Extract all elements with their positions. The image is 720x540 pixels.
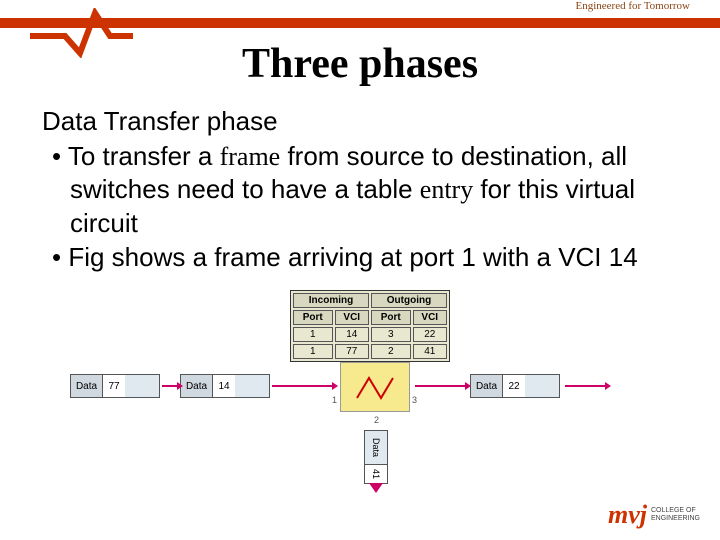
switch-cross-icon [355,372,395,402]
slide-title: Three phases [0,40,720,88]
frame-right: Data 22 [470,374,560,398]
port-2-label: 2 [374,415,379,425]
switch-diagram: Incoming Outgoing Port VCI Port VCI 1 14… [70,290,630,490]
arrow-icon [565,385,605,387]
table-row: 1 77 2 41 [293,344,447,359]
table-row: 1 14 3 22 [293,327,447,342]
port-3-label: 3 [412,395,417,405]
port-1-label: 1 [332,395,337,405]
th-vci-out: VCI [413,310,448,325]
th-port-out: Port [371,310,411,325]
frame-down: Data 41 [364,430,388,484]
tagline: Engineered for Tomorrow [576,0,691,12]
mvj-text: COLLEGE OF ENGINEERING [651,507,700,522]
bullet1-part-a: To transfer a [68,141,220,171]
content-area: Data Transfer phase • To transfer a fram… [42,105,678,274]
bullet-1: • To transfer a frame from source to des… [42,140,678,240]
th-port-in: Port [293,310,333,325]
arrow-icon [162,385,177,387]
frame-left-2: Data 14 [180,374,270,398]
bullet2-text: Fig shows a frame arriving at port 1 wit… [68,242,637,272]
bullet1-frame: frame [220,142,281,171]
arrow-icon [415,385,465,387]
arrow-down-icon [369,483,383,495]
bullet1-entry: entry [420,175,473,204]
th-incoming: Incoming [293,293,369,308]
frame-left-1: Data 77 [70,374,160,398]
footer-logo: mvj COLLEGE OF ENGINEERING [608,500,700,530]
th-outgoing: Outgoing [371,293,447,308]
mvj-mark: mvj [608,500,647,530]
th-vci-in: VCI [335,310,369,325]
subtitle: Data Transfer phase [42,105,678,138]
switching-table: Incoming Outgoing Port VCI Port VCI 1 14… [290,290,450,362]
arrow-icon [272,385,332,387]
bullet-2: • Fig shows a frame arriving at port 1 w… [42,241,678,274]
